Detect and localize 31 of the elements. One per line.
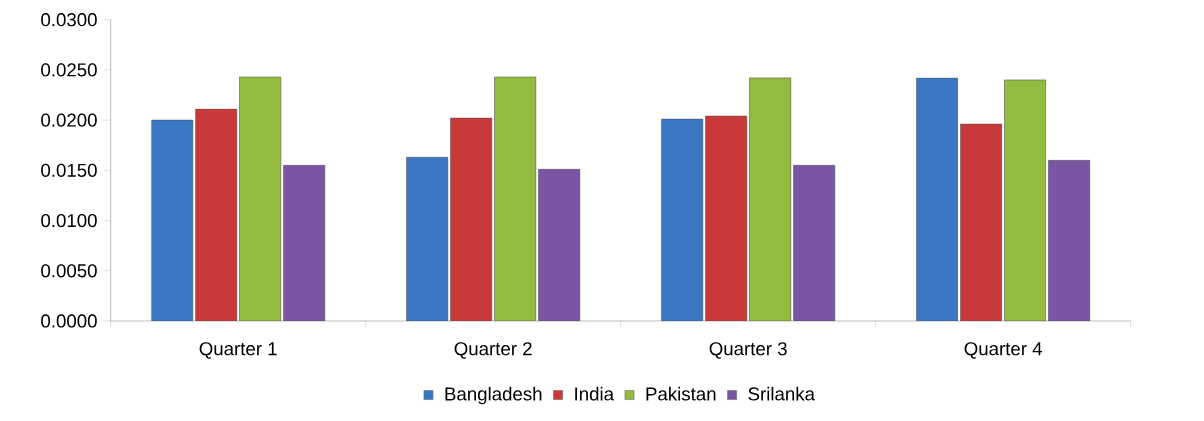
bar [661, 118, 704, 321]
y-tick-label: 0.0200 [41, 113, 97, 127]
legend-label: Bangladesh [445, 386, 542, 405]
bar [793, 165, 836, 321]
bar [406, 157, 449, 321]
bar [538, 169, 581, 321]
legend-label: Pakistan [646, 386, 716, 401]
legend-label: India [575, 386, 615, 401]
bar [283, 165, 326, 321]
y-tick-label: 0.0150 [41, 163, 97, 177]
bar [1048, 160, 1091, 321]
bar [239, 76, 282, 321]
bar [494, 76, 537, 321]
bar [960, 123, 1003, 321]
bar [195, 108, 238, 321]
bar [916, 77, 959, 321]
bar [151, 119, 194, 321]
x-tick-label: Quarter 2 [454, 342, 532, 359]
bar [1004, 79, 1047, 321]
bar [749, 77, 792, 321]
y-tick-label: 0.0100 [41, 213, 97, 228]
x-tick-label: Quarter 1 [199, 342, 277, 359]
bar [705, 115, 748, 321]
y-tick-label: 0.0300 [41, 13, 97, 27]
y-tick-label: 0.0250 [41, 63, 97, 77]
legend-label: Srilanka [748, 386, 815, 401]
y-tick-label: 0.0050 [41, 264, 97, 278]
bar [450, 117, 493, 321]
y-tick-label: 0.0000 [41, 314, 97, 328]
x-tick-label: Quarter 3 [709, 342, 787, 359]
x-tick-label: Quarter 4 [964, 342, 1043, 359]
